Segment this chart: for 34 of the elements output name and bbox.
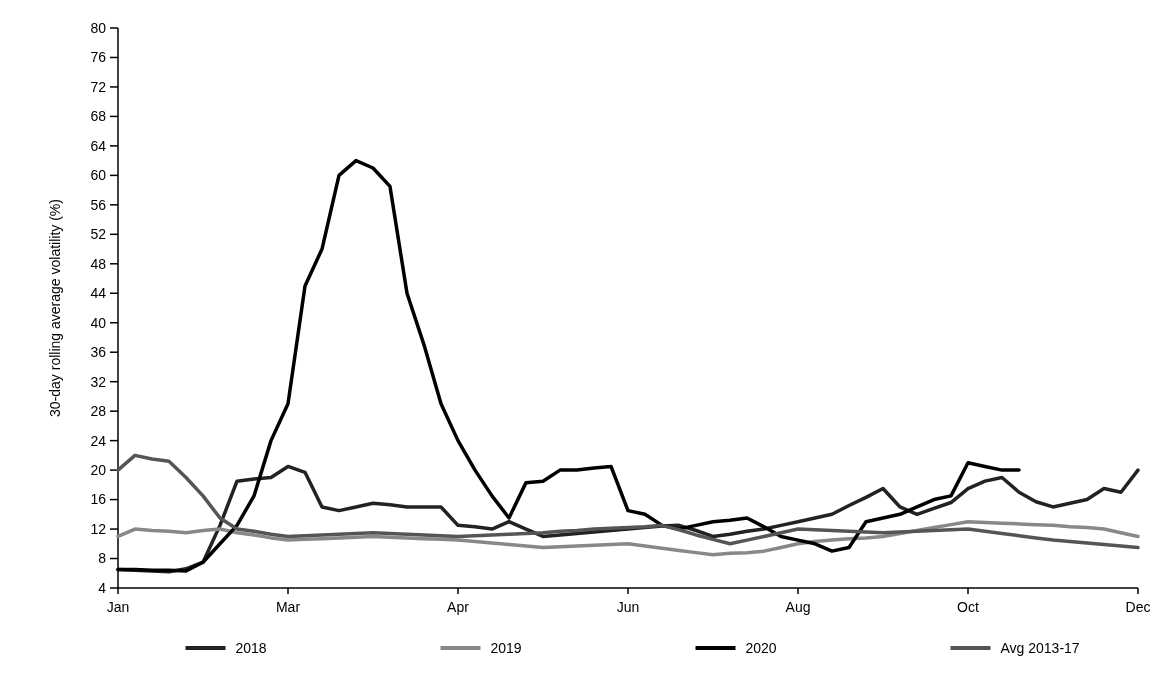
y-tick-label: 72 — [90, 78, 107, 95]
y-tick-label: 36 — [90, 344, 107, 361]
y-tick-label: 24 — [90, 432, 107, 449]
x-tick-label: Apr — [447, 599, 470, 615]
y-tick-label: 64 — [90, 137, 107, 154]
y-tick-label: 4 — [98, 579, 107, 596]
y-axis-title: 30-day rolling average volatility (%) — [47, 199, 63, 417]
x-tick-label: Jan — [106, 599, 130, 615]
y-tick-label: 48 — [90, 255, 107, 272]
line-series — [116, 453, 1140, 550]
x-tick-label: Oct — [957, 599, 979, 615]
line-series — [116, 519, 1140, 557]
legend-label: Avg 2013-17 — [1000, 639, 1080, 656]
y-tick-label: 32 — [90, 373, 107, 390]
legend-label: 2020 — [745, 639, 777, 656]
y-tick-label: 60 — [90, 167, 107, 184]
y-tick-label: 12 — [90, 520, 107, 537]
x-tick-label: Dec — [1125, 599, 1151, 615]
y-tick-label: 76 — [90, 49, 107, 66]
x-tick-label: Mar — [275, 599, 301, 615]
y-tick-label: 52 — [90, 226, 107, 243]
y-tick-label: 8 — [98, 550, 107, 567]
y-tick-label: 68 — [90, 108, 107, 125]
y-tick-label: 20 — [90, 462, 107, 479]
y-tick-label: 44 — [90, 285, 107, 302]
y-tick-label: 16 — [90, 491, 107, 508]
y-tick-label: 28 — [90, 403, 107, 420]
y-tick-label: 56 — [90, 196, 107, 213]
x-tick-label: Aug — [785, 599, 811, 615]
legend-label: 2018 — [235, 639, 267, 656]
y-tick-label: 80 — [90, 19, 107, 36]
y-tick-label: 40 — [90, 314, 107, 331]
x-tick-label: Jun — [616, 599, 640, 615]
legend-label: 2019 — [490, 639, 522, 656]
